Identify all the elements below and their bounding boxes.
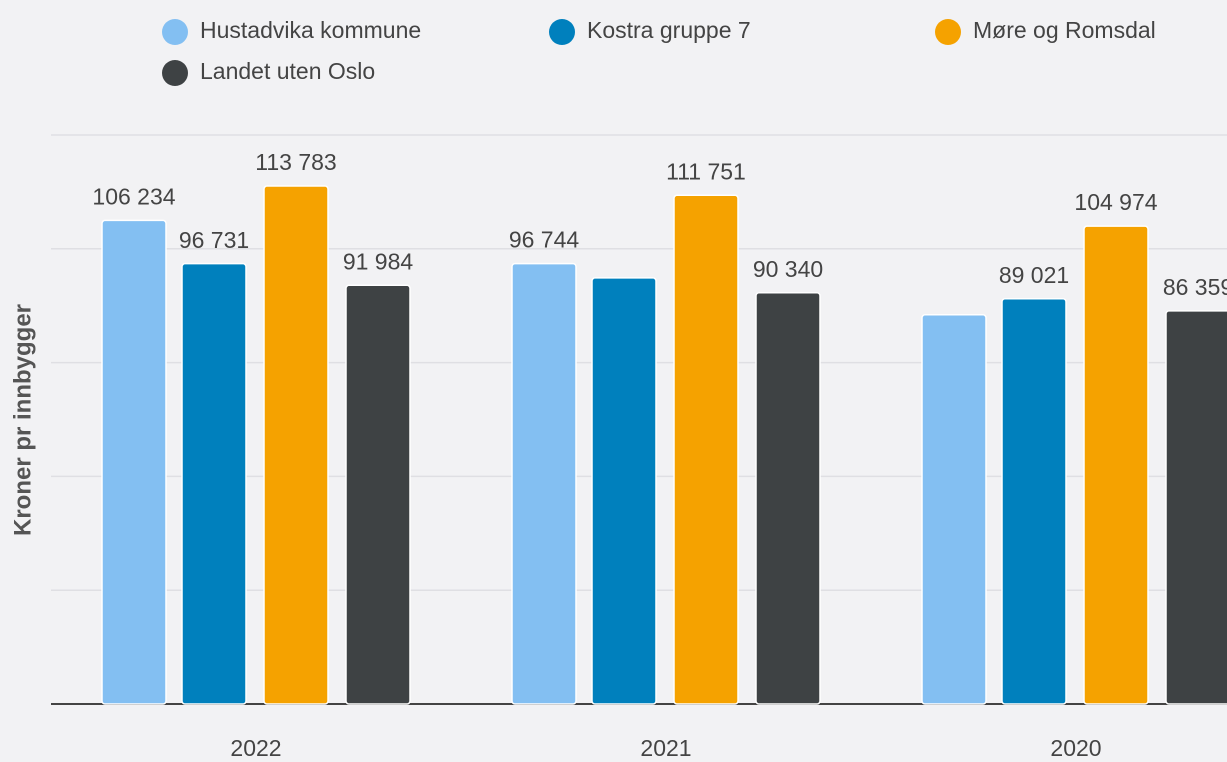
value-label: 111 751: [666, 158, 746, 184]
bar: [1083, 225, 1149, 705]
legend-marker: [162, 19, 188, 45]
legend-label: Landet uten Oslo: [200, 58, 375, 84]
legend-marker: [549, 19, 575, 45]
bar: [181, 262, 247, 705]
bar: [263, 185, 329, 705]
x-tick-label: 2021: [640, 735, 691, 761]
bar: [591, 277, 657, 705]
bar: [101, 219, 167, 705]
legend-label: Møre og Romsdal: [973, 17, 1156, 43]
legend-marker: [162, 60, 188, 86]
value-label: 96 744: [509, 227, 580, 253]
value-label: 113 783: [255, 149, 336, 175]
bar: [921, 314, 987, 705]
value-label: 86 359: [1163, 274, 1227, 300]
value-label: 106 234: [92, 184, 175, 210]
x-tick-label: 2020: [1050, 735, 1101, 761]
bar: [511, 262, 577, 705]
legend-label: Kostra gruppe 7: [587, 17, 751, 43]
legend-label: Hustadvika kommune: [200, 17, 421, 43]
value-label: 96 731: [179, 227, 249, 253]
value-label: 91 984: [343, 248, 414, 274]
bar: [345, 284, 411, 705]
value-label: 90 340: [753, 256, 823, 282]
bar: [1001, 298, 1067, 705]
legend-marker: [935, 19, 961, 45]
x-tick-label: 2022: [230, 735, 281, 761]
value-label: 89 021: [999, 262, 1069, 288]
bar: [673, 194, 739, 705]
bar: [1165, 310, 1227, 705]
y-axis-label: Kroner pr innbygger: [9, 304, 36, 536]
value-label: 104 974: [1074, 189, 1157, 215]
bar: [755, 292, 821, 705]
